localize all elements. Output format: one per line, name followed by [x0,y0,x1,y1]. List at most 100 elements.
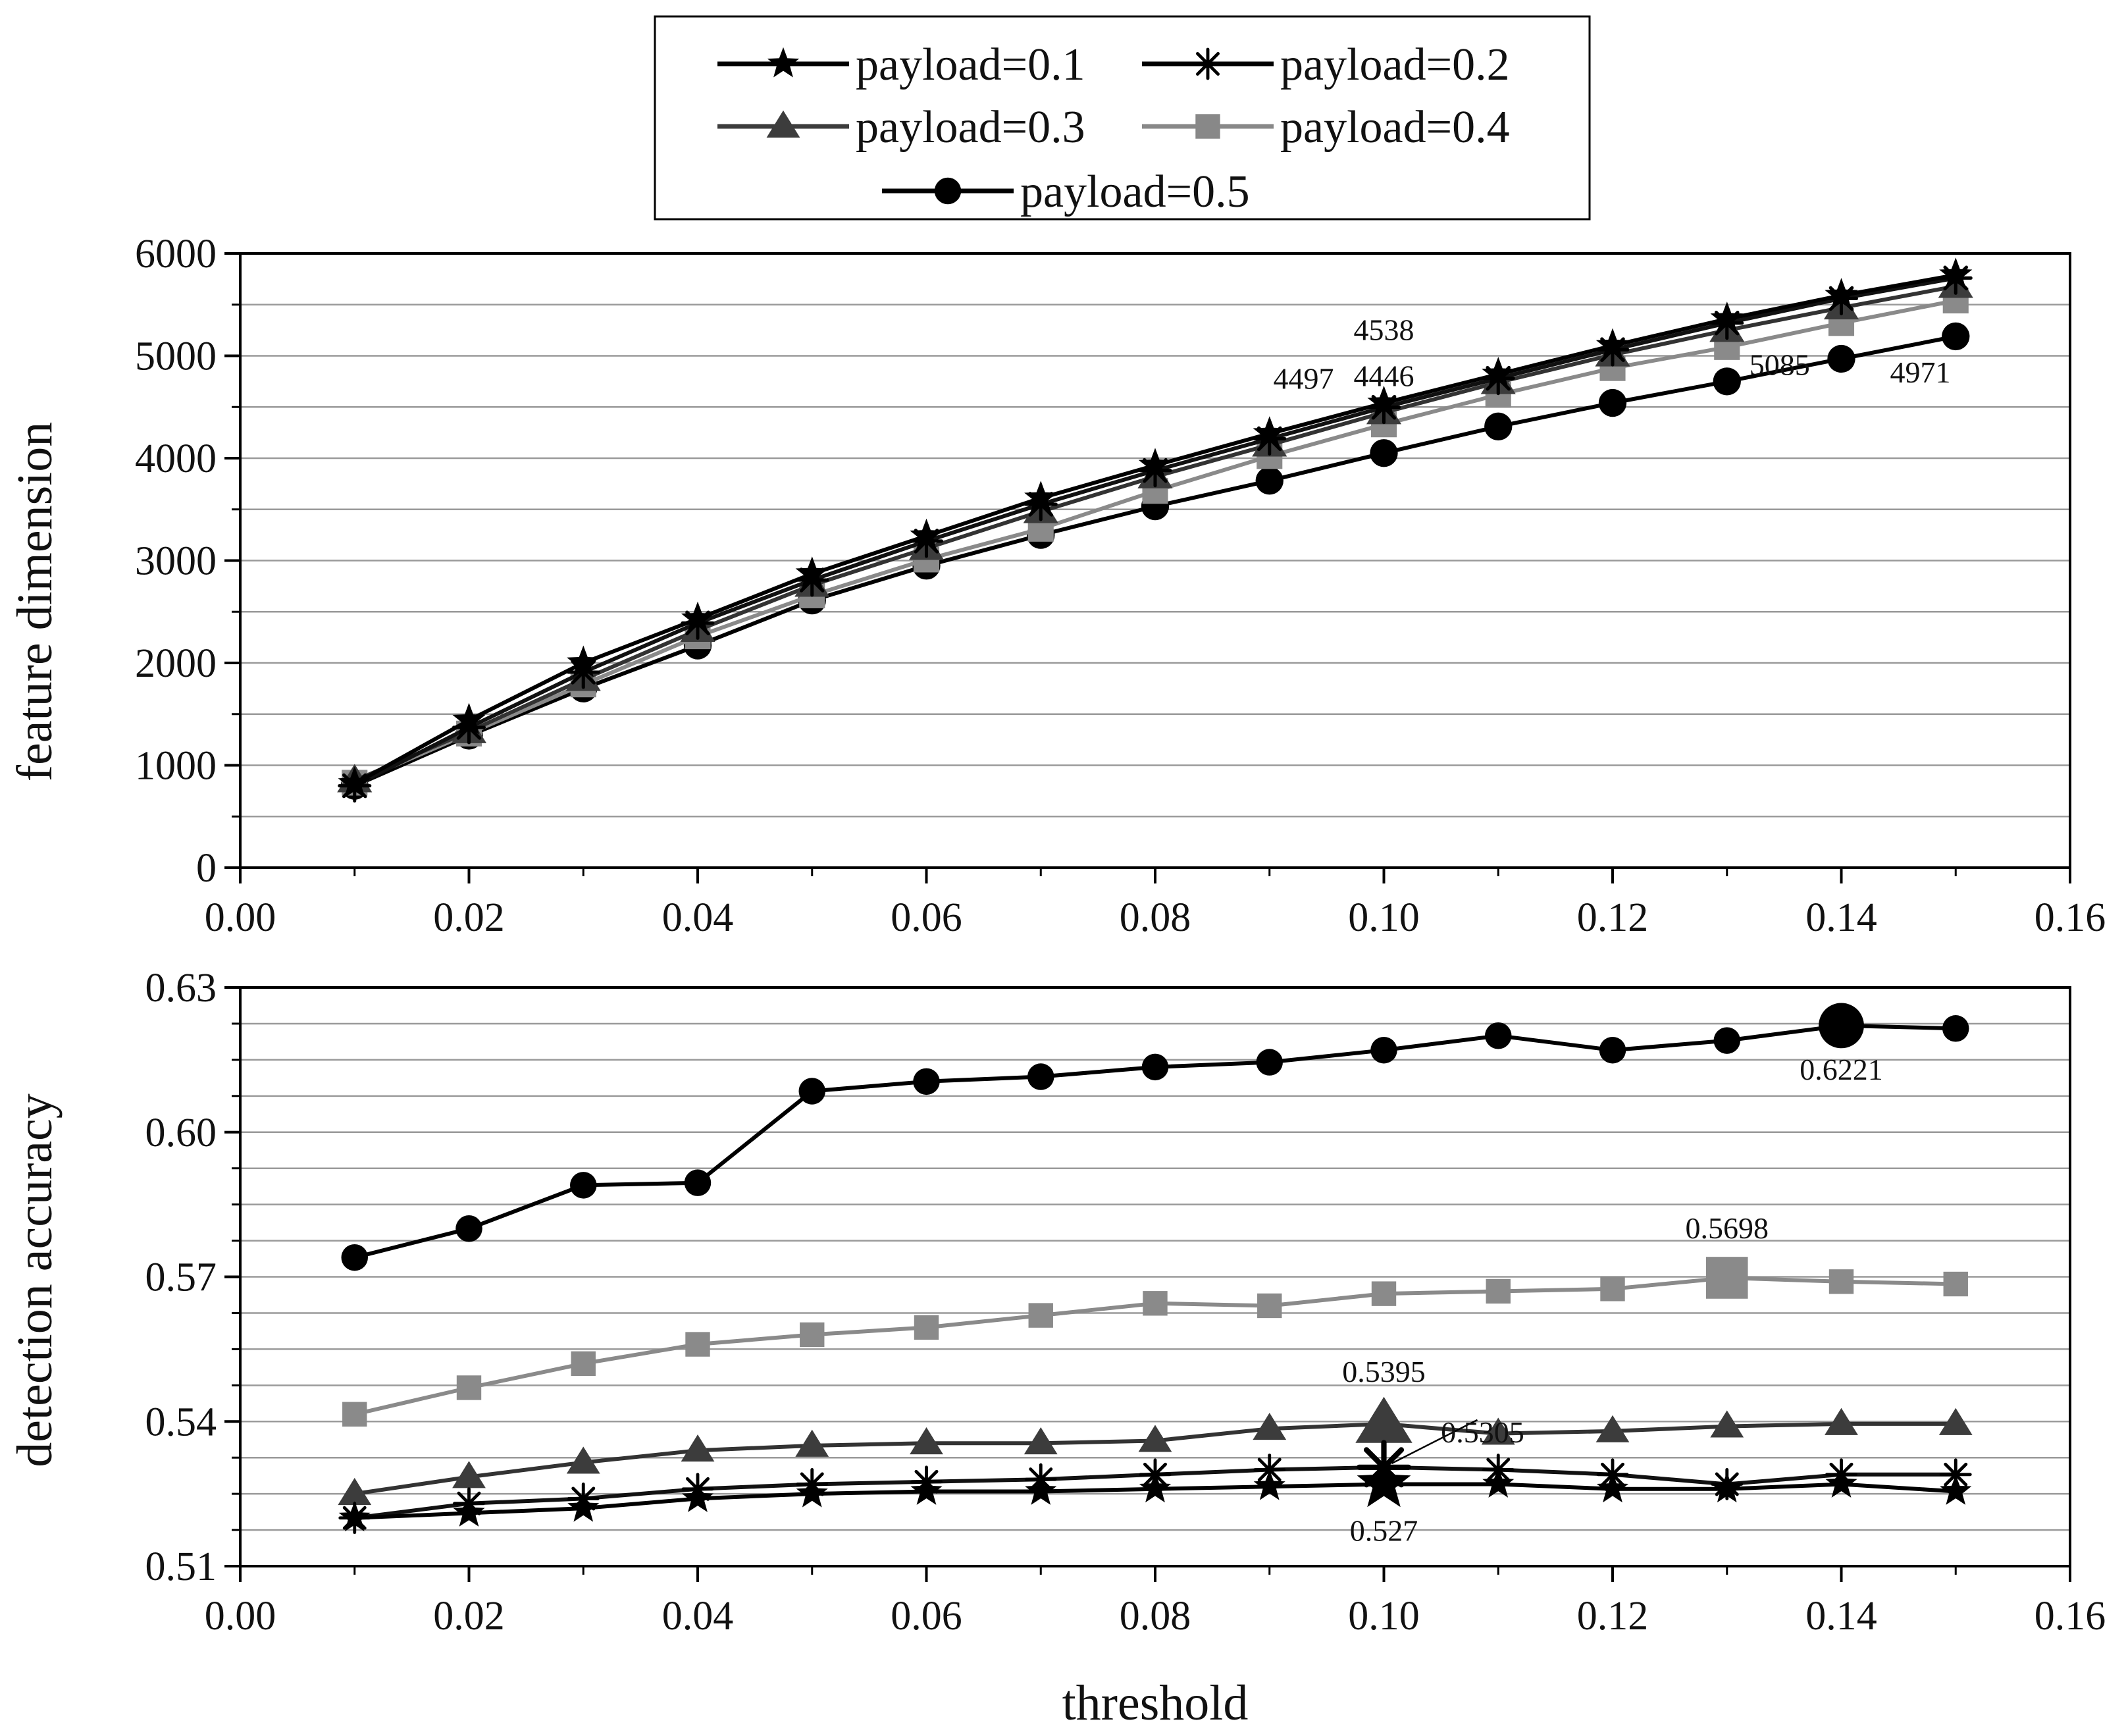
data-point [913,1068,940,1095]
data-point [570,1172,597,1199]
y-tick-label: 0.54 [145,1400,217,1444]
series-payload-0.4 [342,1257,1968,1427]
series-payload-0.3 [338,1396,1973,1506]
legend-box [654,15,1591,221]
data-point [567,645,600,677]
x-tick-label: 0.12 [1577,1594,1649,1639]
data-point [1819,1003,1864,1049]
data-point [1827,344,1855,373]
data-point [1138,1425,1172,1452]
data-point [1025,1475,1057,1505]
data-point [1825,278,1858,310]
legend-item: payload=0.4 [1142,102,1510,153]
data-point [1485,1022,1512,1049]
data-point [1705,1257,1748,1299]
y-axis: 0 1000 2000 3000 4000 5000 6000 [135,232,240,891]
xlabel-bottom: threshold [1062,1675,1249,1731]
annotation-leader [1391,1419,1478,1464]
data-point [1943,1271,1968,1297]
y-tick-label: 6000 [135,232,217,276]
data-point [1481,1417,1515,1445]
x-tick-label: 0.12 [1577,895,1649,940]
series-payload-0.1 [338,1456,1972,1532]
data-point [1024,481,1058,512]
data-point [1355,1396,1413,1443]
data-point [1940,1475,1972,1505]
gridlines [240,1022,2070,1531]
series-payload-0.5 [341,1003,1969,1271]
data-point [1256,1049,1283,1076]
data-point [685,1332,710,1357]
annotation-label: 0.5305 [1441,1415,1524,1449]
series-payload-0.4 [342,287,1969,796]
data-point [1253,1413,1287,1440]
data-point [1710,1410,1744,1438]
data-point [798,1078,825,1105]
x-tick-label: 0.14 [1805,1594,1877,1639]
panel-feature-dimension: 0.00 0.02 0.04 0.06 0.08 0.10 0.12 0.14 0.16 0 100… [135,232,2106,940]
gridlines [240,303,2070,818]
data-point [1595,328,1630,360]
annotation-label: 0.6221 [1800,1053,1883,1086]
data-point [1596,1472,1629,1503]
x-tick-label: 0.06 [891,895,962,940]
data-point [1143,1291,1168,1316]
annotation-label: 0.527 [1350,1513,1418,1547]
data-point [567,1491,600,1522]
data-point [456,1375,482,1400]
data-point [342,1402,367,1427]
data-point [1357,1456,1411,1508]
legend-label: payload=0.5 [1020,167,1250,217]
data-point [338,1501,371,1532]
legend-items: payload=0.1 payload=0.2 payload=0.3 payload… [717,39,1510,217]
data-point [1486,1278,1511,1304]
annotation-label: 0.5698 [1686,1211,1769,1245]
annotations: 4538 4497 4446 5085 4971 [1274,313,1951,395]
x-tick-label: 0.16 [2035,895,2106,940]
annotation-label: 4971 [1890,355,1951,389]
data-point [1599,1036,1626,1064]
legend-star-icon [767,47,800,78]
data-point [1710,302,1744,333]
data-point [1367,385,1401,417]
legend-item: payload=0.1 [717,39,1085,90]
data-point [1139,1472,1172,1503]
data-point [1484,412,1513,440]
x-tick-label: 0.02 [433,895,505,940]
data-point [1370,1036,1397,1064]
data-point [684,1169,712,1196]
series-line [353,298,1956,785]
data-point [1595,1415,1630,1442]
x-axis: 0.00 0.02 0.04 0.06 0.08 0.10 0.12 0.14 0.16 [205,1566,2106,1639]
x-tick-label: 0.14 [1805,895,1877,940]
data-point [1938,1407,1973,1435]
x-tick-label: 0.08 [1120,895,1191,940]
data-point [1939,257,1973,290]
x-tick-label: 0.10 [1348,1594,1420,1639]
y-tick-label: 0.57 [145,1255,217,1300]
legend-item: payload=0.3 [717,102,1085,153]
y-tick-label: 0 [196,846,217,891]
data-point [455,1215,482,1242]
y-tick-label: 3000 [135,539,217,584]
y-tick-label: 2000 [135,641,217,686]
data-point [1942,322,1970,351]
data-point [1371,1281,1397,1306]
data-point [1828,1269,1854,1294]
legend-square-icon [1195,114,1220,139]
data-point [681,1434,715,1462]
data-point [800,1322,825,1348]
data-point [1825,1467,1857,1498]
data-point [1598,388,1627,417]
legend-item: payload=0.2 [1142,39,1510,90]
data-point [452,702,486,735]
y-tick-label: 5000 [135,334,217,379]
data-point [1711,1472,1743,1503]
y-tick-label: 0.51 [145,1544,217,1589]
y-tick-label: 0.60 [145,1111,217,1155]
data-point [341,1244,368,1271]
data-point [1028,1303,1053,1328]
y-tick-label: 0.63 [145,966,217,1011]
x-tick-label: 0.16 [2035,1594,2106,1639]
